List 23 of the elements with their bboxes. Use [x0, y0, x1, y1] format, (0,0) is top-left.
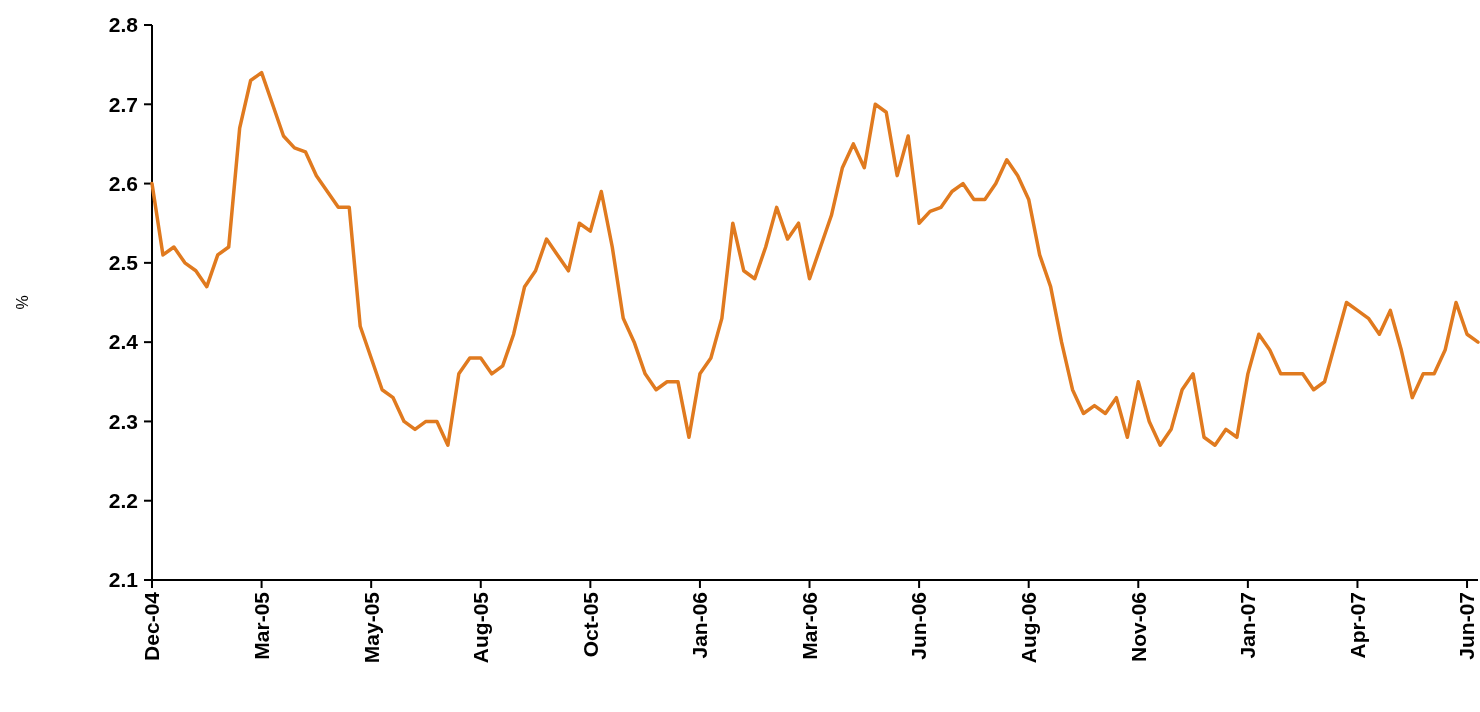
- y-tick-label: 2.7: [108, 92, 138, 116]
- line-series: [150, 70, 1480, 447]
- x-tick-label: Oct-05: [578, 591, 602, 658]
- y-tick-label: 2.1: [108, 568, 139, 592]
- y-tick-label: 2.5: [108, 251, 139, 275]
- x-tick-label: Mar-06: [797, 592, 821, 660]
- y-tick-label: 2.3: [108, 409, 138, 433]
- y-tick-label: 2.8: [108, 13, 139, 37]
- x-tick-label: Dec-04: [140, 591, 164, 661]
- y-tick-label: 2.6: [108, 171, 138, 195]
- x-tick-label: Mar-05: [249, 591, 273, 660]
- y-tick-label: 2.2: [108, 489, 138, 513]
- x-tick-label: Apr-07: [1345, 592, 1369, 659]
- x-tick-label: Aug-05: [469, 591, 493, 664]
- x-tick-label: Jun-07: [1455, 592, 1479, 660]
- x-tick-label: Nov-06: [1126, 592, 1150, 663]
- x-tick-label: May-05: [359, 591, 383, 664]
- x-tick-label: Jan-06: [688, 592, 712, 659]
- y-tick-label: 2.4: [108, 330, 139, 354]
- x-tick-label: Jan-07: [1236, 592, 1260, 659]
- y-axis-title: %: [14, 295, 31, 310]
- x-tick-label: Jun-06: [907, 592, 931, 660]
- x-tick-label: Aug-06: [1017, 592, 1041, 664]
